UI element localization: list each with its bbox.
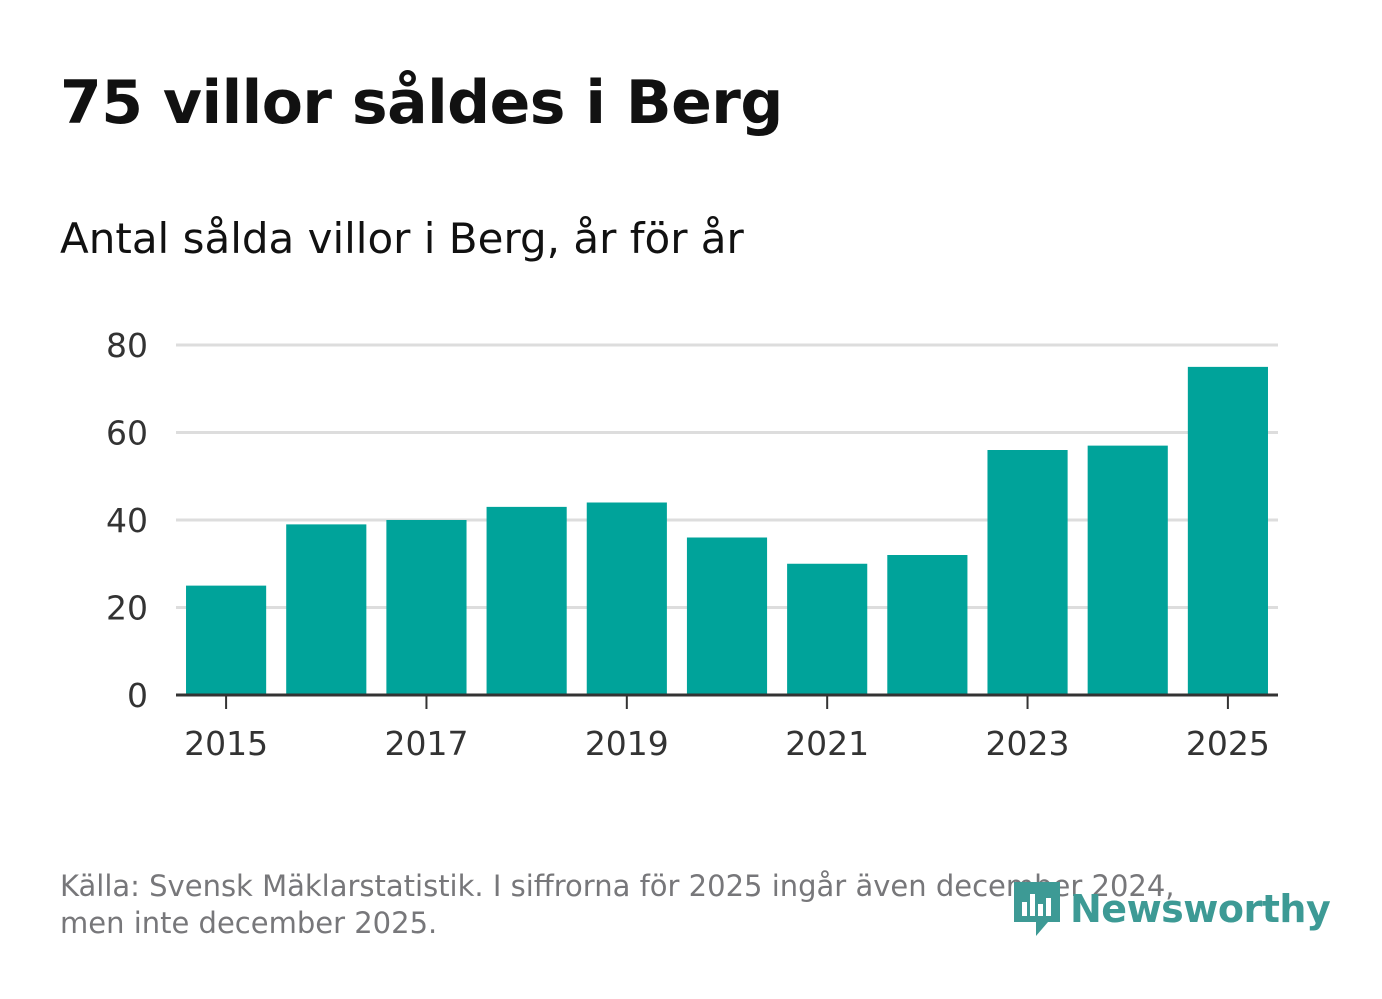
x-tick-label-2019: 2019 bbox=[585, 724, 669, 763]
bar-2017 bbox=[386, 520, 467, 695]
bar-2021 bbox=[787, 563, 868, 695]
chart-title: 75 villor såldes i Berg bbox=[60, 68, 783, 138]
y-tick-label-40: 40 bbox=[106, 501, 148, 540]
bar-2015 bbox=[186, 585, 267, 695]
y-tick-label-80: 80 bbox=[106, 326, 148, 365]
newsworthy-logo: Newsworthy bbox=[1012, 878, 1331, 940]
x-tick-label-2023: 2023 bbox=[986, 724, 1070, 763]
bar-2023 bbox=[987, 450, 1068, 695]
y-tick-label-0: 0 bbox=[127, 676, 148, 715]
bar-2025 bbox=[1187, 366, 1268, 695]
logo-text: Newsworthy bbox=[1070, 887, 1331, 931]
y-tick-label-20: 20 bbox=[106, 589, 148, 628]
x-tick-label-2021: 2021 bbox=[785, 724, 869, 763]
bars bbox=[186, 366, 1268, 695]
y-tick-label-60: 60 bbox=[106, 414, 148, 453]
x-tick-label-2017: 2017 bbox=[384, 724, 468, 763]
source-line-2: men inte december 2025. bbox=[60, 906, 438, 940]
source-line-1: Källa: Svensk Mäklarstatistik. I siffror… bbox=[60, 869, 1175, 903]
x-tick-label-2015: 2015 bbox=[184, 724, 268, 763]
bar-2024 bbox=[1087, 445, 1168, 695]
bar-2019 bbox=[586, 502, 667, 695]
bar-chart: 0 20 40 60 80 2015 2017 2019 2021 2023 2025 bbox=[106, 326, 1278, 763]
bar-2018 bbox=[486, 506, 567, 695]
chart-subtitle: Antal sålda villor i Berg, år för år bbox=[60, 214, 744, 263]
bar-2020 bbox=[686, 537, 768, 695]
source-note: Källa: Svensk Mäklarstatistik. I siffror… bbox=[60, 868, 1280, 942]
axes: 0 20 40 60 80 2015 2017 2019 2021 2023 2025 bbox=[106, 326, 1278, 763]
bar-2016 bbox=[286, 524, 367, 695]
bar-2022 bbox=[887, 555, 968, 695]
x-tick-label-2025: 2025 bbox=[1186, 724, 1270, 763]
newsworthy-logo-icon bbox=[1014, 882, 1060, 936]
